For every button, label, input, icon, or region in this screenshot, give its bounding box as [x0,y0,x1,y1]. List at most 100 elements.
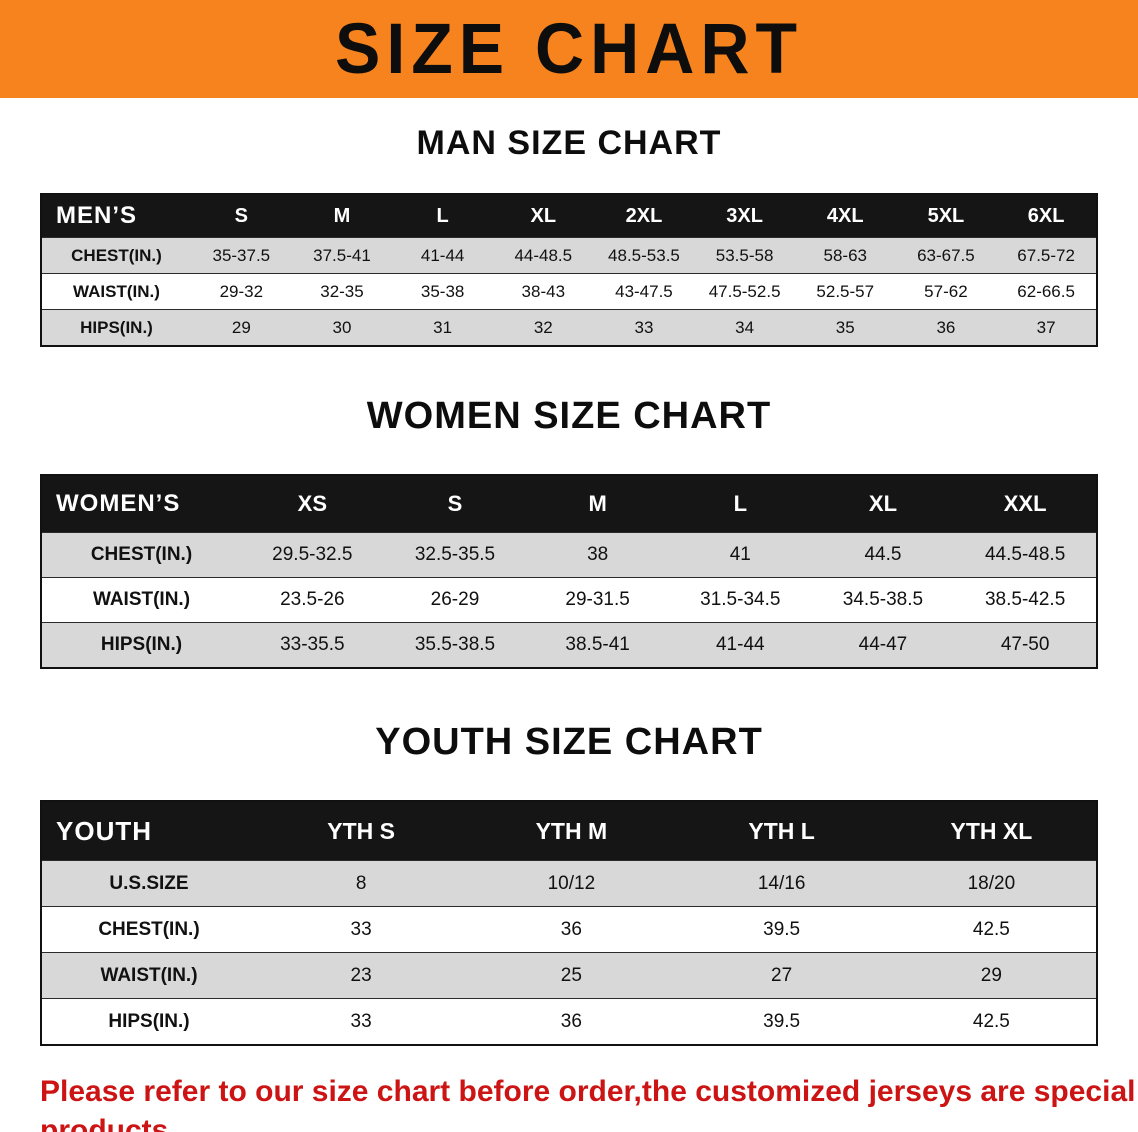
women-size-header: XL [811,475,955,533]
table-cell: 29 [886,952,1097,999]
table-cell: 29.5-32.5 [241,532,384,578]
men-size-header: XL [492,194,594,238]
table-cell: 39.5 [676,998,887,1045]
youth-section-heading: YOUTH SIZE CHART [375,721,763,763]
women-size-header: XXL [954,475,1097,533]
table-cell: 29-31.5 [526,577,669,623]
men-chest-row: CHEST(IN.) 35-37.5 37.5-41 41-44 44-48.5… [41,237,1097,274]
table-cell: 32-35 [291,273,393,310]
table-cell: 38.5-42.5 [954,577,1097,623]
table-cell: 41 [668,532,812,578]
table-cell: 23.5-26 [241,577,384,623]
table-cell: 33 [256,998,467,1045]
table-cell: 35-37.5 [191,237,292,274]
table-cell: 26-29 [383,577,527,623]
men-size-header: 2XL [593,194,695,238]
table-cell: 47-50 [954,622,1097,668]
men-size-header: 4XL [794,194,896,238]
table-cell: 25 [466,952,677,999]
table-cell: 57-62 [895,273,997,310]
table-cell: 42.5 [886,906,1097,953]
row-label: CHEST(IN.) [41,237,191,274]
women-size-header: L [668,475,812,533]
men-section-heading: MAN SIZE CHART [416,124,722,162]
table-cell: 38-43 [492,273,594,310]
table-cell: 27 [676,952,887,999]
table-cell: 18/20 [886,860,1097,907]
table-cell: 33 [256,906,467,953]
table-cell: 30 [291,309,393,346]
row-label: WAIST(IN.) [41,273,191,310]
row-label: WAIST(IN.) [41,577,241,623]
women-hips-row: HIPS(IN.) 33-35.5 35.5-38.5 38.5-41 41-4… [41,622,1097,668]
women-waist-row: WAIST(IN.) 23.5-26 26-29 29-31.5 31.5-34… [41,577,1097,623]
table-cell: 43-47.5 [593,273,695,310]
women-header-row: WOMEN’S XS S M L XL XXL [41,475,1097,533]
table-cell: 38 [526,532,669,578]
women-size-header: XS [241,475,384,533]
row-label: U.S.SIZE [41,860,256,907]
men-size-header: L [392,194,493,238]
men-size-header: S [191,194,292,238]
women-size-table: WOMEN’S XS S M L XL XXL CHEST(IN.) 29.5-… [40,474,1098,669]
table-cell: 47.5-52.5 [694,273,795,310]
footer-note: Please refer to our size chart before or… [40,1072,1138,1132]
row-label: WAIST(IN.) [41,952,256,999]
table-cell: 36 [895,309,997,346]
table-cell: 44.5 [811,532,955,578]
youth-size-header: YTH XL [886,801,1097,861]
row-label: HIPS(IN.) [41,309,191,346]
men-size-table: MEN’S S M L XL 2XL 3XL 4XL 5XL 6XL CHEST… [40,193,1098,347]
table-cell: 42.5 [886,998,1097,1045]
table-cell: 44-47 [811,622,955,668]
men-waist-row: WAIST(IN.) 29-32 32-35 35-38 38-43 43-47… [41,273,1097,310]
table-cell: 37.5-41 [291,237,393,274]
table-cell: 67.5-72 [996,237,1097,274]
men-corner-label: MEN’S [41,194,191,238]
table-cell: 33 [593,309,695,346]
men-header-row: MEN’S S M L XL 2XL 3XL 4XL 5XL 6XL [41,194,1097,238]
table-cell: 33-35.5 [241,622,384,668]
youth-size-header: YTH S [256,801,467,861]
table-cell: 31.5-34.5 [668,577,812,623]
youth-chest-row: CHEST(IN.) 33 36 39.5 42.5 [41,906,1097,953]
table-cell: 23 [256,952,467,999]
table-cell: 29-32 [191,273,292,310]
table-cell: 36 [466,906,677,953]
youth-size-header: YTH M [466,801,677,861]
men-size-header: 3XL [694,194,795,238]
table-cell: 14/16 [676,860,887,907]
table-cell: 35-38 [392,273,493,310]
youth-size-table: YOUTH YTH S YTH M YTH L YTH XL U.S.SIZE … [40,800,1098,1046]
youth-corner-label: YOUTH [41,801,256,861]
footer-line-1: Please refer to our size chart before or… [40,1075,1136,1132]
table-cell: 44.5-48.5 [954,532,1097,578]
table-cell: 62-66.5 [996,273,1097,310]
table-cell: 35.5-38.5 [383,622,527,668]
women-size-header: S [383,475,527,533]
table-cell: 44-48.5 [492,237,594,274]
table-cell: 36 [466,998,677,1045]
women-corner-label: WOMEN’S [41,475,241,533]
table-cell: 53.5-58 [694,237,795,274]
table-cell: 32.5-35.5 [383,532,527,578]
table-cell: 48.5-53.5 [593,237,695,274]
table-cell: 10/12 [466,860,677,907]
men-size-header: 6XL [996,194,1097,238]
table-cell: 38.5-41 [526,622,669,668]
women-size-header: M [526,475,669,533]
row-label: CHEST(IN.) [41,906,256,953]
youth-header-row: YOUTH YTH S YTH M YTH L YTH XL [41,801,1097,861]
women-chest-row: CHEST(IN.) 29.5-32.5 32.5-35.5 38 41 44.… [41,532,1097,578]
table-cell: 39.5 [676,906,887,953]
women-section-heading: WOMEN SIZE CHART [366,395,772,437]
table-cell: 37 [996,309,1097,346]
row-label: CHEST(IN.) [41,532,241,578]
table-cell: 31 [392,309,493,346]
table-cell: 34.5-38.5 [811,577,955,623]
table-cell: 52.5-57 [794,273,896,310]
table-cell: 41-44 [668,622,812,668]
men-size-header: M [291,194,393,238]
table-cell: 35 [794,309,896,346]
